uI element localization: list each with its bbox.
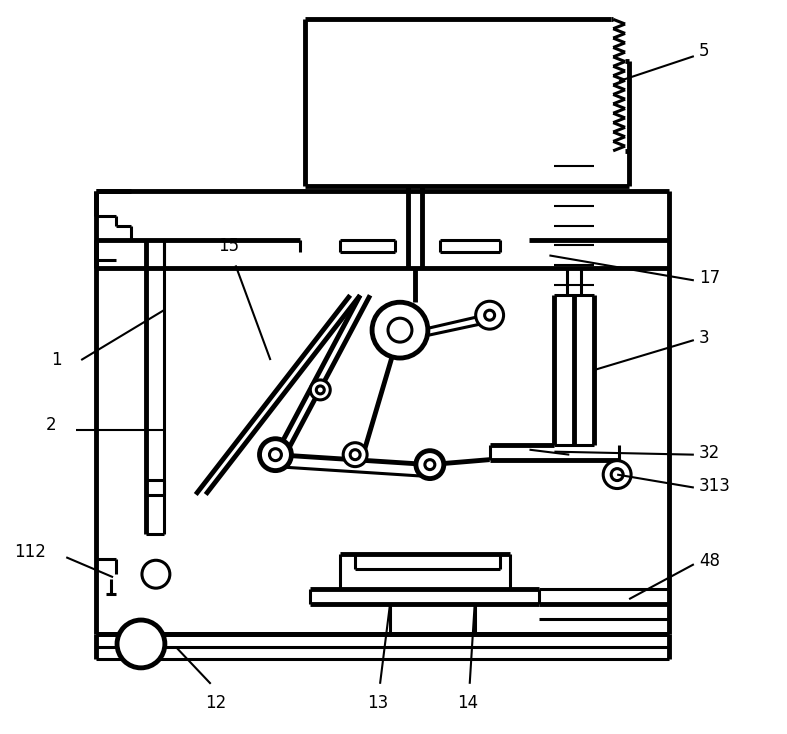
Text: 12: 12	[205, 694, 227, 712]
Circle shape	[343, 443, 367, 467]
Text: 14: 14	[457, 694, 478, 712]
Circle shape	[372, 302, 428, 358]
Circle shape	[425, 459, 435, 470]
Text: 32: 32	[699, 443, 720, 462]
Text: 48: 48	[699, 552, 720, 570]
Circle shape	[475, 301, 504, 329]
Circle shape	[388, 318, 412, 342]
Text: 2: 2	[46, 415, 57, 434]
Circle shape	[485, 310, 494, 320]
Circle shape	[260, 439, 291, 470]
Text: 3: 3	[699, 329, 709, 347]
Text: 1: 1	[50, 351, 61, 369]
Text: 17: 17	[699, 269, 720, 287]
Text: 112: 112	[14, 543, 46, 562]
Circle shape	[416, 451, 444, 479]
Circle shape	[142, 560, 170, 588]
Circle shape	[269, 448, 282, 461]
Text: 5: 5	[699, 42, 709, 60]
Text: 13: 13	[368, 694, 389, 712]
Text: 15: 15	[218, 237, 239, 255]
Circle shape	[316, 386, 324, 394]
Circle shape	[310, 380, 331, 400]
Circle shape	[603, 461, 631, 489]
Circle shape	[611, 468, 623, 481]
Circle shape	[117, 620, 164, 668]
Text: 313: 313	[699, 476, 730, 495]
Circle shape	[350, 450, 360, 459]
